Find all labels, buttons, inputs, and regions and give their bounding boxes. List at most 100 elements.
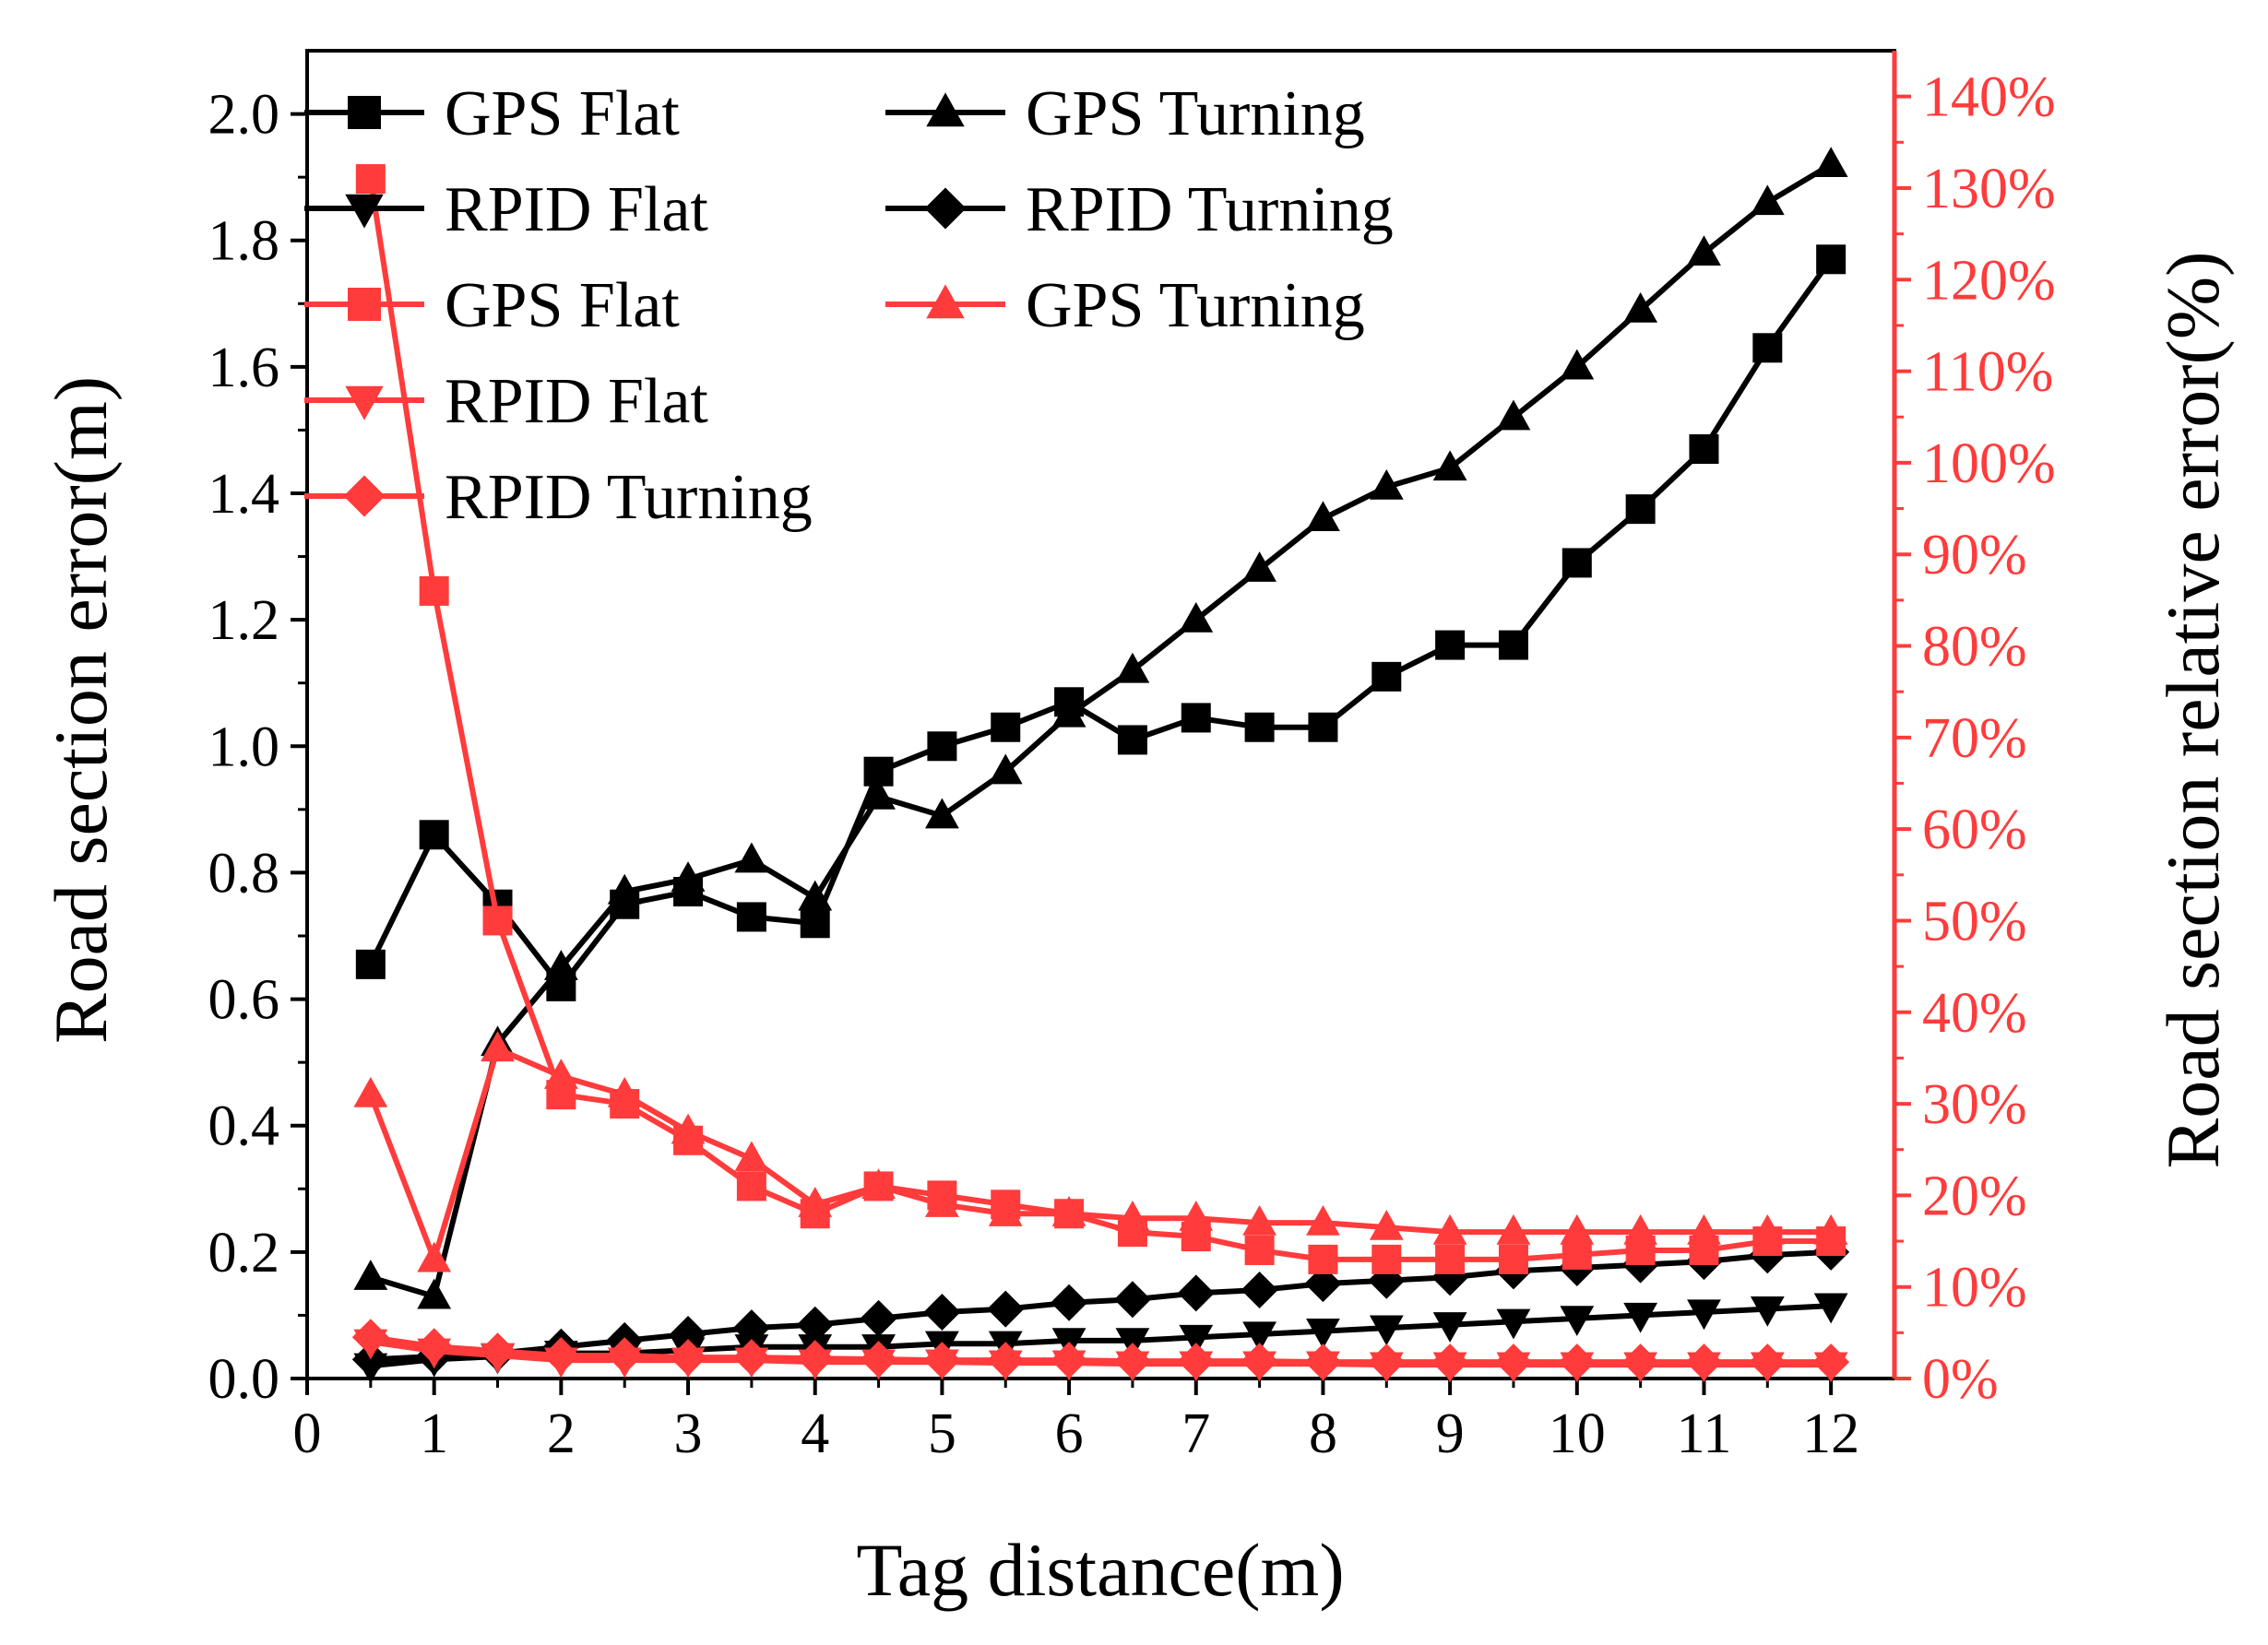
legend-marker <box>345 385 384 420</box>
x-axis: 0 1 2 3 4 5 6 7 8 9 10 11 12 <box>293 1379 1859 1465</box>
data-point <box>1304 1343 1342 1381</box>
data-point <box>1179 1201 1214 1231</box>
data-point <box>860 1341 897 1379</box>
data-point <box>991 712 1021 742</box>
legend-entry: GPS Flat <box>304 78 680 149</box>
data-point <box>1306 1204 1340 1236</box>
data-point <box>1432 1312 1467 1343</box>
x-axis-title: Tag distance(m) <box>856 1528 1344 1612</box>
y-right-tick-label: 30% <box>1922 1073 2027 1136</box>
data-point <box>1051 1342 1088 1379</box>
data-point <box>1113 1343 1151 1380</box>
data-point <box>1179 1324 1214 1355</box>
legend-label: GPS Turning <box>1026 78 1365 149</box>
data-point <box>925 798 959 829</box>
data-point <box>1306 501 1340 532</box>
series-line <box>370 1249 1832 1363</box>
data-point <box>1750 184 1785 216</box>
plot-area-frame <box>305 49 1896 1380</box>
data-point <box>1244 1235 1275 1265</box>
data-point <box>1752 333 1783 363</box>
data-point <box>1689 434 1719 464</box>
y-right-tick-label: 10% <box>1922 1257 2027 1320</box>
data-point <box>1242 1321 1276 1353</box>
x-tick-label: 4 <box>801 1402 829 1465</box>
data-point <box>1558 1343 1596 1381</box>
data-point <box>1816 244 1846 275</box>
x-tick-label: 11 <box>1677 1402 1732 1465</box>
data-point <box>1560 1306 1595 1337</box>
data-point <box>1621 1343 1659 1381</box>
y-right-tick-label: 50% <box>1922 890 2027 953</box>
series-red-rpid-turning <box>351 1319 1850 1381</box>
y-right-tick-label: 130% <box>1922 158 2056 220</box>
data-point <box>419 820 449 850</box>
x-tick-label: 9 <box>1436 1402 1465 1465</box>
legend-label: RPID Flat <box>445 174 708 245</box>
data-point <box>543 950 578 980</box>
x-tick-label: 5 <box>928 1402 956 1465</box>
data-point <box>1177 1343 1215 1380</box>
data-point <box>1496 1308 1531 1340</box>
data-point <box>1560 1213 1595 1245</box>
x-tick-label: 0 <box>293 1402 322 1465</box>
y-left-tick-label: 0.4 <box>208 1095 280 1158</box>
y-axis-right: 0% 10% 20% 30% 40% 50% 60% 70% 80% 90% 100% 110% 120… <box>1892 51 2056 1411</box>
data-point <box>1369 468 1404 500</box>
legend-label: RPID Turning <box>1026 174 1394 245</box>
x-tick-label: 12 <box>1802 1402 1859 1465</box>
data-point <box>860 1299 897 1337</box>
legend-entry: RPID Flat <box>304 174 708 245</box>
legend-entry: GPS Flat <box>304 270 680 341</box>
data-point <box>419 575 449 606</box>
data-point <box>1496 1213 1531 1245</box>
series-black-gps-flat <box>355 244 1846 1001</box>
data-point <box>353 1260 388 1290</box>
data-point <box>1368 1343 1406 1381</box>
data-point <box>417 1278 452 1309</box>
legend-marker <box>348 288 381 321</box>
legend-label: GPS Turning <box>1026 270 1365 341</box>
legend-label: GPS Flat <box>445 78 680 149</box>
data-point <box>482 905 513 936</box>
y-left-tick-label: 2.0 <box>208 84 280 147</box>
y-right-tick-label: 70% <box>1922 707 2027 770</box>
data-point <box>1813 1213 1848 1245</box>
data-point <box>798 880 833 911</box>
data-point <box>861 1168 896 1200</box>
data-point <box>1179 601 1214 633</box>
data-point <box>925 1187 959 1217</box>
data-point <box>481 1031 515 1062</box>
y-right-tick-label: 90% <box>1922 524 2027 586</box>
data-point <box>417 1241 452 1272</box>
data-point <box>1687 235 1721 266</box>
data-point <box>1371 661 1402 692</box>
data-point <box>1432 450 1467 481</box>
data-point <box>734 842 769 873</box>
data-point <box>353 1076 388 1107</box>
data-point <box>1750 1296 1785 1327</box>
data-point <box>542 1337 580 1375</box>
data-point <box>479 1332 517 1370</box>
data-point <box>987 1342 1025 1379</box>
series-line <box>369 161 1833 1299</box>
data-point <box>987 1290 1025 1328</box>
data-point <box>1560 349 1595 380</box>
y-right-tick-label: 100% <box>1922 432 2056 495</box>
data-point <box>1623 291 1658 323</box>
data-point <box>1561 548 1592 578</box>
data-point <box>1241 1272 1278 1308</box>
data-point <box>1181 703 1211 733</box>
data-point <box>1813 147 1848 178</box>
data-point <box>1750 1213 1785 1245</box>
data-point <box>796 1340 834 1378</box>
y-right-tick-label: 110% <box>1922 341 2053 404</box>
legend-marker <box>345 194 384 229</box>
data-point <box>861 778 896 810</box>
x-tick-label: 7 <box>1181 1402 1210 1465</box>
data-point <box>1498 1244 1528 1274</box>
data-point <box>671 1113 706 1144</box>
data-point <box>355 164 386 195</box>
legend-entry: GPS Turning <box>885 78 1365 149</box>
